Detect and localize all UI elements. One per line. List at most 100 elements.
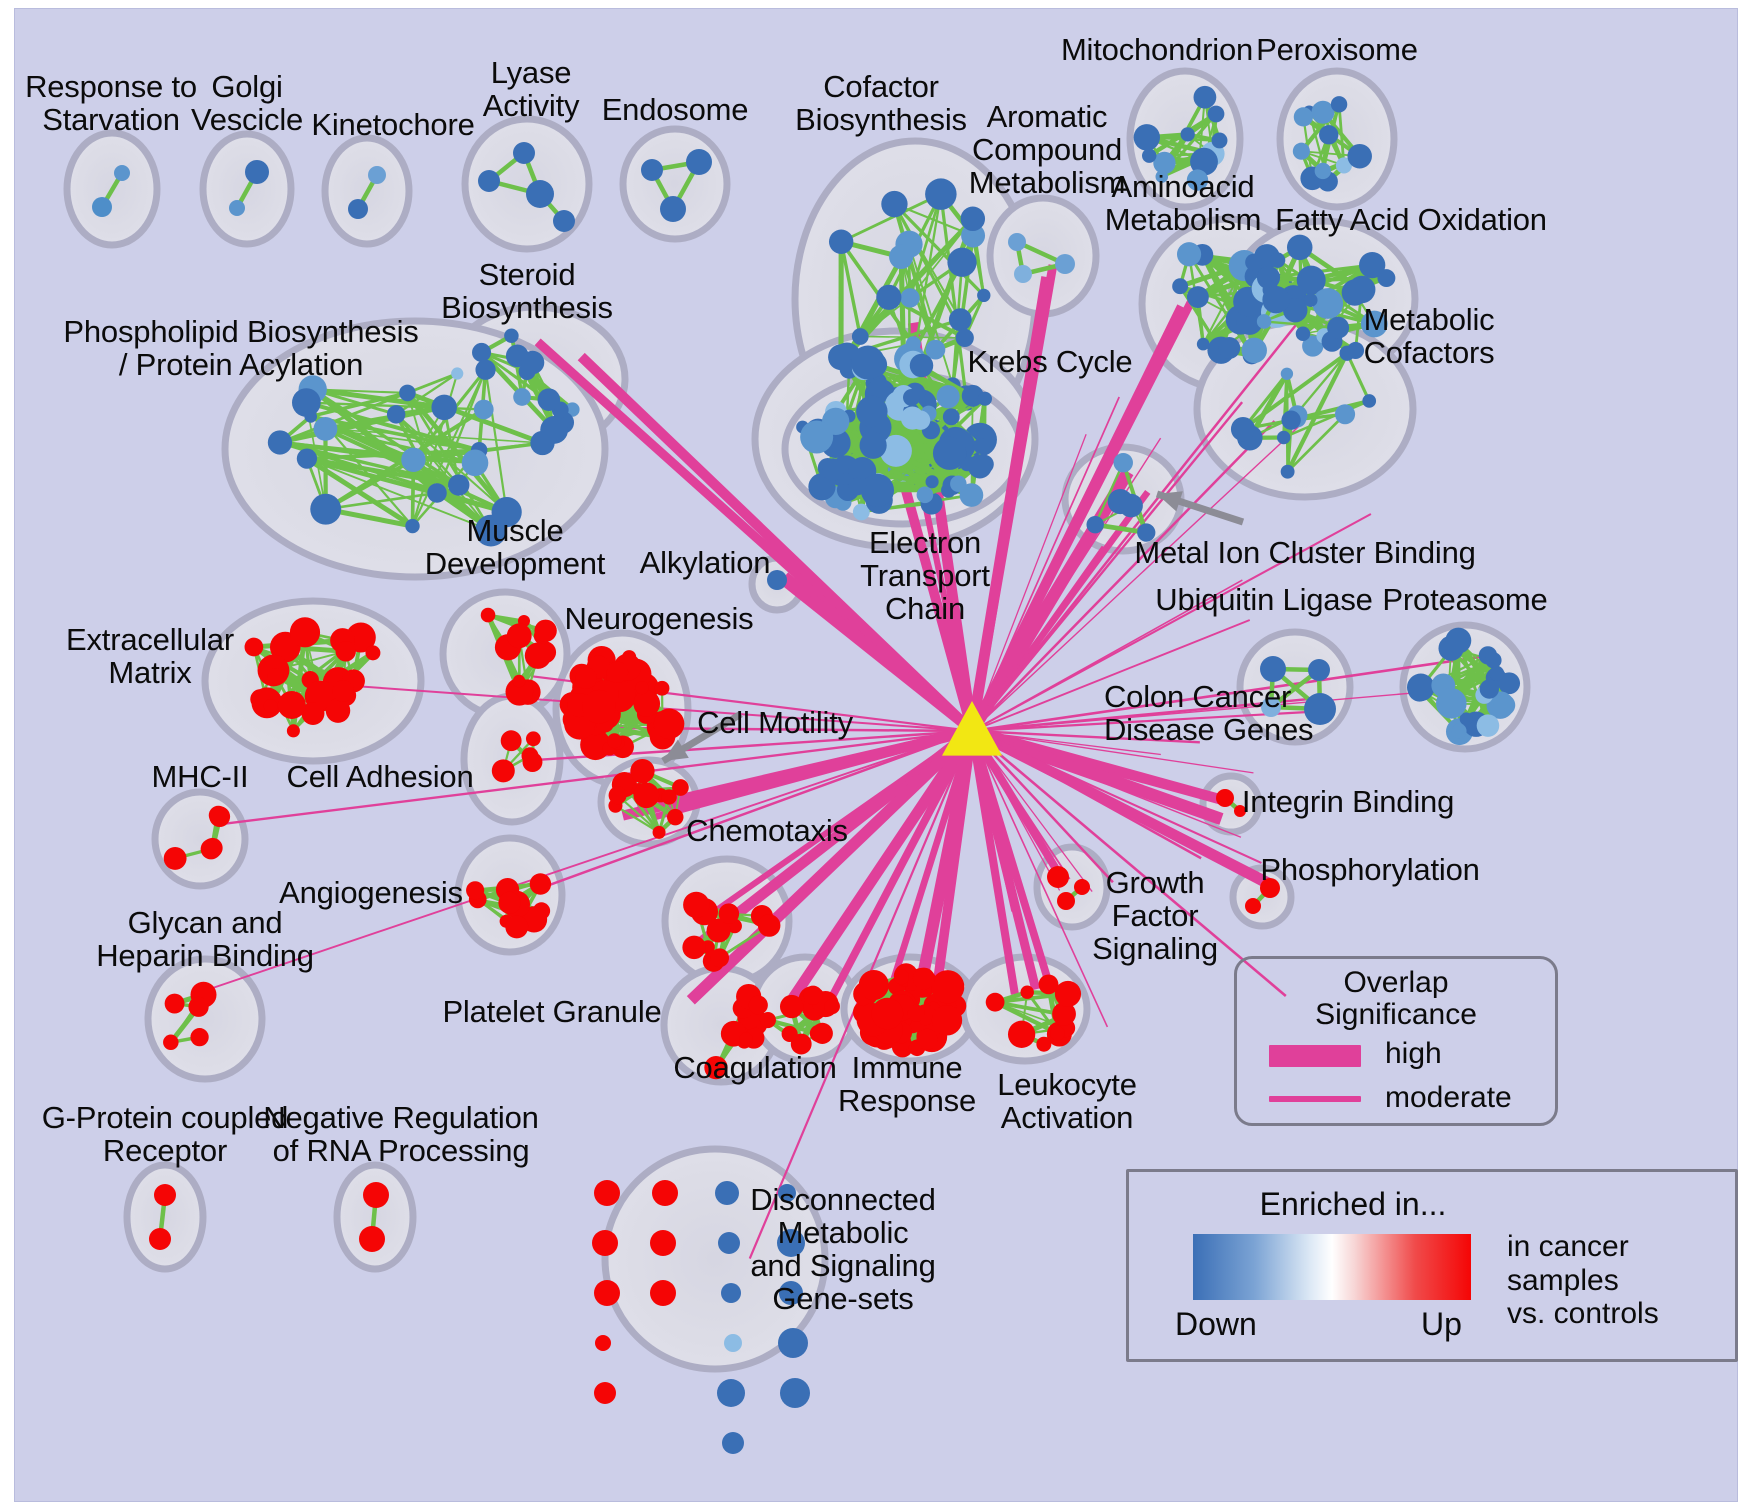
gene-set-node[interactable] (190, 1028, 209, 1047)
gene-set-node[interactable] (903, 388, 921, 407)
gene-set-node[interactable] (925, 178, 957, 210)
gene-set-node[interactable] (852, 503, 870, 521)
gene-set-node[interactable] (1196, 337, 1210, 351)
gene-set-node[interactable] (1451, 723, 1467, 739)
gene-set-node[interactable] (1269, 252, 1286, 268)
gene-set-node[interactable] (594, 1180, 620, 1206)
gene-set-node[interactable] (289, 617, 321, 648)
gene-set-node[interactable] (310, 493, 342, 525)
gene-set-node[interactable] (931, 1005, 963, 1036)
gene-set-node[interactable] (876, 284, 902, 310)
gene-set-node[interactable] (1172, 278, 1189, 295)
gene-set-node[interactable] (365, 645, 381, 661)
gene-set-node[interactable] (871, 997, 904, 1030)
gene-set-node[interactable] (149, 1228, 171, 1250)
gene-set-node[interactable] (654, 680, 670, 696)
gene-set-node[interactable] (672, 779, 689, 796)
gene-set-node[interactable] (154, 1184, 176, 1206)
gene-set-node[interactable] (1055, 254, 1075, 274)
gene-set-node[interactable] (780, 1378, 810, 1408)
gene-set-node[interactable] (1476, 714, 1500, 737)
gene-set-node[interactable] (706, 918, 731, 943)
gene-set-node[interactable] (164, 993, 185, 1014)
gene-set-node[interactable] (718, 903, 740, 924)
gene-set-node[interactable] (1407, 678, 1432, 702)
gene-set-node[interactable] (1052, 1002, 1076, 1026)
gene-set-node[interactable] (1319, 125, 1339, 145)
gene-set-node[interactable] (1186, 169, 1209, 191)
gene-set-node[interactable] (332, 680, 354, 702)
gene-set-node[interactable] (778, 1184, 796, 1202)
gene-set-node[interactable] (890, 447, 903, 461)
gene-set-node[interactable] (1054, 980, 1082, 1008)
gene-set-node[interactable] (1293, 107, 1313, 127)
gene-set-node[interactable] (1445, 627, 1472, 654)
gene-set-node[interactable] (594, 1280, 620, 1306)
gene-set-node[interactable] (359, 1226, 385, 1252)
gene-set-node[interactable] (959, 483, 984, 507)
gene-set-node[interactable] (808, 473, 836, 501)
gene-set-node[interactable] (1211, 132, 1228, 149)
gene-set-node[interactable] (1113, 452, 1133, 473)
gene-set-node[interactable] (1153, 151, 1176, 175)
gene-set-node[interactable] (635, 680, 649, 695)
gene-set-node[interactable] (925, 475, 939, 489)
gene-set-node[interactable] (1489, 665, 1505, 681)
gene-set-node[interactable] (811, 1022, 833, 1044)
gene-set-node[interactable] (530, 430, 555, 456)
hub-triangle[interactable] (942, 701, 1002, 756)
gene-set-node[interactable] (1286, 234, 1313, 261)
gene-set-node[interactable] (1014, 265, 1032, 283)
gene-set-node[interactable] (961, 384, 984, 407)
gene-set-node[interactable] (1276, 430, 1291, 445)
gene-set-node[interactable] (715, 1181, 739, 1205)
gene-set-node[interactable] (967, 454, 992, 479)
gene-set-node[interactable] (500, 730, 522, 752)
gene-set-node[interactable] (717, 1379, 745, 1407)
gene-set-node[interactable] (851, 328, 869, 345)
gene-set-node[interactable] (504, 328, 519, 343)
gene-set-node[interactable] (1050, 1025, 1065, 1041)
gene-set-node[interactable] (524, 642, 552, 669)
gene-set-node[interactable] (325, 698, 351, 723)
gene-set-node[interactable] (534, 619, 557, 642)
gene-set-node[interactable] (291, 388, 321, 417)
gene-set-node[interactable] (960, 206, 986, 232)
gene-set-node[interactable] (575, 667, 597, 689)
hub-node[interactable] (942, 701, 1002, 756)
gene-set-node[interactable] (777, 1229, 805, 1257)
gene-set-node[interactable] (491, 496, 522, 528)
gene-set-node[interactable] (650, 1280, 676, 1306)
gene-set-node[interactable] (905, 336, 921, 352)
gene-set-node[interactable] (848, 477, 867, 496)
gene-set-node[interactable] (759, 1012, 776, 1029)
gene-set-node[interactable] (595, 1335, 611, 1351)
gene-set-node[interactable] (498, 891, 521, 914)
gene-set-node[interactable] (1038, 974, 1059, 995)
gene-set-node[interactable] (936, 385, 960, 409)
gene-set-node[interactable] (522, 752, 543, 773)
gene-set-node[interactable] (778, 1328, 808, 1358)
gene-set-node[interactable] (1311, 100, 1335, 124)
gene-set-node[interactable] (594, 1382, 616, 1404)
gene-set-node[interactable] (1180, 127, 1195, 142)
gene-set-node[interactable] (188, 996, 209, 1017)
gene-set-node[interactable] (893, 969, 909, 985)
gene-set-node[interactable] (653, 708, 685, 740)
gene-set-node[interactable] (451, 367, 464, 380)
gene-set-node[interactable] (661, 789, 677, 805)
gene-set-node[interactable] (1459, 712, 1473, 726)
gene-set-node[interactable] (985, 992, 1005, 1012)
gene-set-node[interactable] (1186, 286, 1209, 308)
gene-set-node[interactable] (1280, 464, 1295, 479)
gene-set-node[interactable] (513, 142, 535, 164)
gene-set-node[interactable] (526, 180, 554, 208)
gene-set-node[interactable] (1362, 394, 1377, 408)
gene-set-node[interactable] (1234, 805, 1246, 817)
gene-set-node[interactable] (1302, 335, 1324, 357)
gene-set-node[interactable] (506, 623, 532, 649)
gene-set-node[interactable] (683, 891, 710, 918)
gene-set-node[interactable] (313, 416, 338, 441)
gene-set-node[interactable] (859, 431, 887, 459)
gene-set-node[interactable] (1036, 1036, 1052, 1052)
